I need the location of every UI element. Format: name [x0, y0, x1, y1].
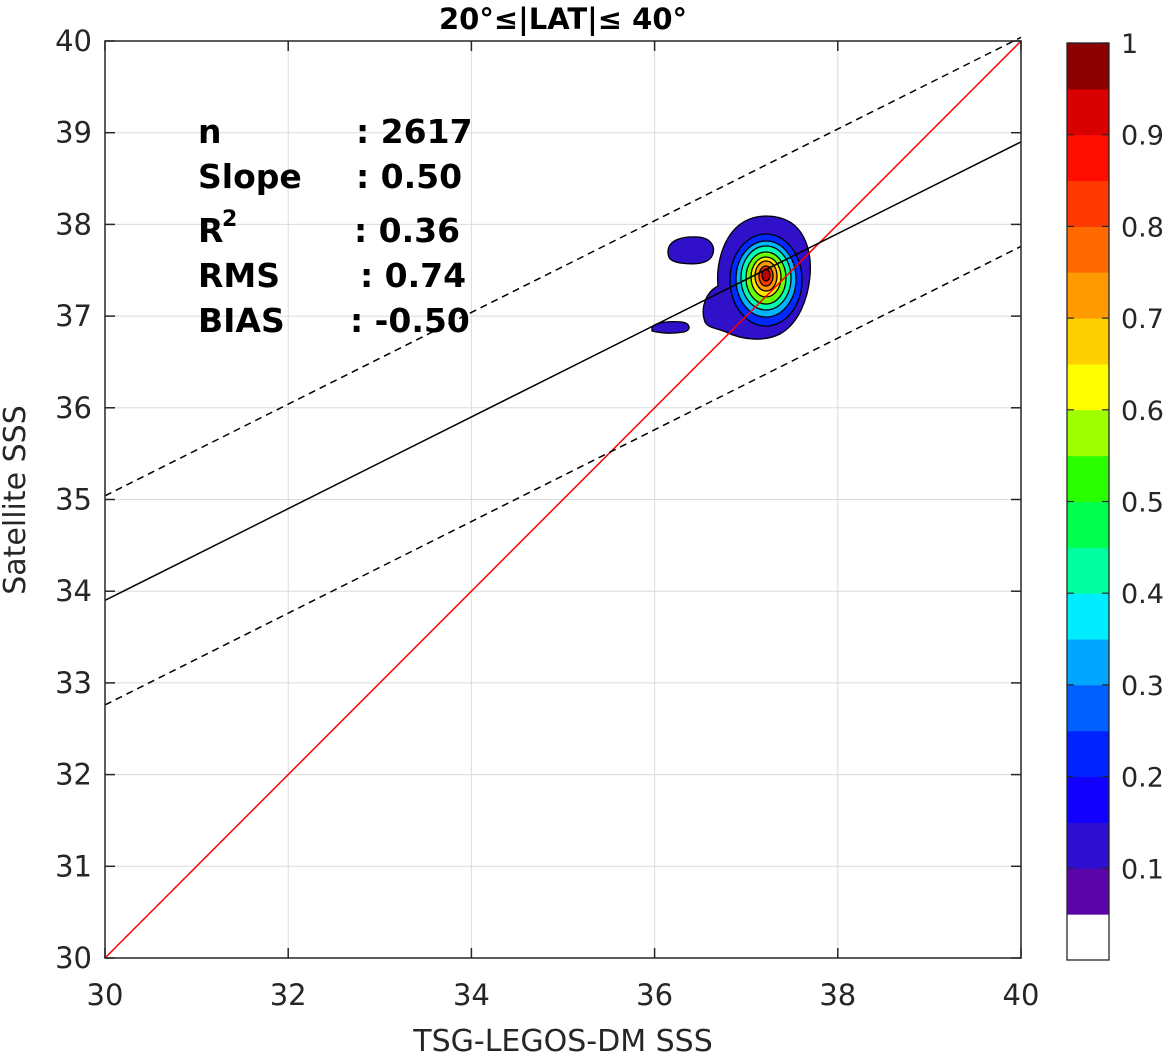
colorbar-swatch	[1067, 43, 1109, 90]
y-tick-label: 33	[55, 666, 92, 700]
colorbar-swatch	[1067, 501, 1109, 548]
y-tick-label: 34	[55, 574, 92, 608]
grid	[104, 40, 1022, 959]
y-tick-label: 32	[55, 758, 92, 792]
colorbar-swatch	[1067, 88, 1109, 136]
colorbar-swatch	[1067, 409, 1109, 457]
colorbar-swatch	[1067, 730, 1109, 778]
colorbar-tick-label: 0.4	[1121, 579, 1164, 610]
y-tick-label: 30	[55, 941, 92, 975]
stat-rms-label: RMS	[198, 256, 280, 295]
x-axis-label: TSG-LEGOS-DM SSS	[412, 1024, 713, 1055]
stat-slope-label: Slope	[198, 157, 302, 196]
colorbar-tick-label: 0.3	[1121, 671, 1164, 702]
colorbar-swatch	[1067, 363, 1109, 411]
lower-bound-line	[104, 245, 1022, 706]
colorbar-tick-label: 0.8	[1121, 212, 1164, 243]
stat-r2-label: R	[198, 211, 223, 250]
stat-n-label: n	[198, 112, 222, 151]
one-to-one-line	[104, 40, 1022, 959]
contour-patch-upper-left	[667, 236, 715, 265]
colorbar-swatch	[1067, 134, 1109, 182]
chart-title: 20°≤|LAT|≤ 40°	[439, 2, 687, 36]
y-tick-label: 38	[55, 207, 92, 241]
colorbar-tick-label: 0.1	[1121, 854, 1164, 885]
colorbar-swatch	[1067, 180, 1109, 227]
x-tick-label: 34	[453, 978, 490, 1012]
colorbar-swatch	[1067, 226, 1109, 273]
x-tick-label: 32	[270, 978, 307, 1012]
x-tick-label: 36	[636, 978, 673, 1012]
regression-line	[104, 141, 1022, 602]
stats-annotation: n : 2617 Slope : 0.50 R 2 : 0.36 RMS : 0…	[198, 112, 473, 340]
colorbar: 0.1 0.2 0.3 0.4 0.5 0.6 0.7 0.8 0.9 1	[1066, 29, 1164, 961]
y-tick-label: 35	[55, 483, 92, 517]
y-tick-label: 36	[55, 391, 92, 425]
contour-patch-lower-left	[651, 321, 690, 334]
y-tick-label: 39	[55, 116, 92, 150]
stat-bias-label: BIAS	[198, 301, 285, 340]
stat-rms-value: : 0.74	[360, 256, 466, 295]
colorbar-tick-label: 0.2	[1121, 763, 1164, 794]
colorbar-swatch	[1067, 868, 1109, 915]
colorbar-swatch	[1067, 547, 1109, 594]
x-tick-label: 30	[87, 978, 124, 1012]
stat-r2-value: : 0.36	[354, 211, 460, 250]
colorbar-tick-label: 1	[1121, 29, 1138, 60]
colorbar-swatch	[1067, 822, 1109, 869]
colorbar-swatch	[1067, 455, 1109, 502]
colorbar-swatch	[1067, 272, 1109, 319]
x-tick-label: 38	[819, 978, 856, 1012]
y-axis-label: Satellite SSS	[0, 405, 33, 595]
colorbar-tick-label: 0.6	[1121, 396, 1164, 427]
colorbar-swatch	[1067, 639, 1109, 686]
colorbar-tick-label: 0.9	[1121, 121, 1164, 152]
x-tick-label: 40	[1003, 978, 1040, 1012]
y-tick-label: 37	[55, 299, 92, 333]
colorbar-swatch	[1067, 684, 1109, 732]
stat-bias-value: : -0.50	[350, 301, 470, 340]
colorbar-swatch	[1067, 914, 1109, 961]
axis-ticks: 30 32 34 36 38 40 30 31 32 33 34 35 36 37 38 39 40	[55, 24, 1039, 1012]
colorbar-swatch	[1067, 593, 1109, 640]
colorbar-tick-label: 0.7	[1121, 304, 1164, 335]
colorbar-swatch	[1067, 776, 1109, 823]
upper-bound-line	[104, 36, 1022, 497]
colorbar-tick-label: 0.5	[1121, 488, 1164, 519]
reference-lines	[104, 36, 1022, 959]
stat-r2-sup: 2	[222, 207, 237, 232]
stat-slope-value: : 0.50	[356, 157, 462, 196]
y-tick-label: 31	[55, 849, 92, 883]
y-tick-label: 40	[55, 24, 92, 58]
stat-n-value: : 2617	[356, 112, 473, 151]
colorbar-swatch	[1067, 318, 1109, 365]
